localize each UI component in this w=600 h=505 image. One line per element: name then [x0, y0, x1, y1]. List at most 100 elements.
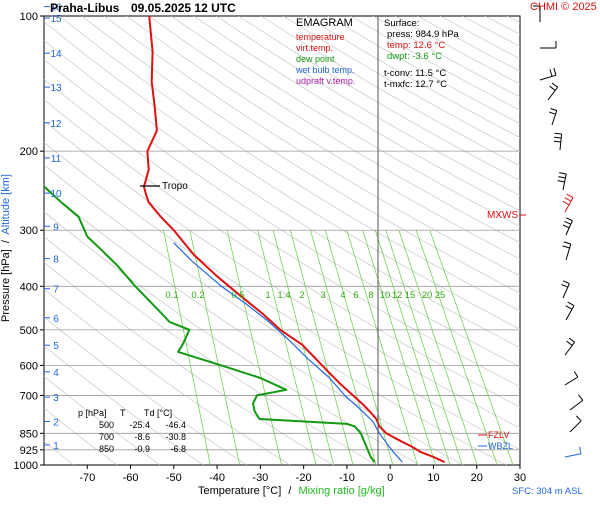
altitude-tick-label: 7: [53, 285, 59, 296]
wind-barb-feather: [549, 112, 555, 114]
wind-barb-feather: [550, 86, 556, 90]
mixing-ratio-label: 25: [435, 290, 446, 301]
mixing-ratio-label: 1: [265, 290, 270, 301]
mixing-ratio-label: 8: [368, 290, 373, 301]
altitude-tick-label: 15: [50, 14, 62, 25]
surface-temp: temp: 12.6 °C: [384, 40, 459, 51]
mixing-ratio-label: 0.5: [231, 290, 244, 301]
y-tick-label: 200: [20, 146, 38, 158]
altitude-tick-label: 5: [53, 341, 59, 352]
y-tick-label: 1000: [14, 460, 38, 472]
altitude-tick-label: 14: [50, 49, 62, 60]
dry-adiabat: [552, 16, 600, 465]
x-tick-label: -20: [296, 472, 312, 484]
altitude-tick-label: 10: [50, 189, 62, 200]
wind-barb-feather: [565, 198, 571, 202]
fzl-label: FZLV: [488, 430, 509, 440]
x-tick-label: 30: [514, 472, 526, 484]
altitude-tick-label: 11: [51, 154, 62, 165]
legend-temperature: temperature: [296, 32, 355, 43]
mixing-ratio-label: 0.2: [191, 290, 204, 301]
wind-barb: [570, 400, 583, 410]
mixing-ratio-label: 3: [320, 290, 325, 301]
altitude-tick-label: 8: [53, 255, 59, 266]
surface-tconv: t-conv: 11.5 °C: [384, 68, 459, 79]
altitude-tick-label: 4: [53, 368, 59, 379]
legend-updraft: udpraft v.temp.: [296, 76, 355, 87]
wind-barb-feather: [563, 246, 570, 248]
y-tick-label: 400: [20, 281, 38, 293]
wind-barb-feather: [580, 447, 581, 454]
wind-barb-feather: [567, 341, 573, 345]
wind-barb: [570, 421, 581, 432]
mixing-ratio-label: 4: [340, 290, 345, 301]
table-header: T: [120, 407, 144, 419]
legend-dew-point: dew point: [296, 54, 355, 65]
y-tick-label: 100: [20, 11, 38, 23]
legend-wet-bulb: wet bulb temp.: [296, 65, 355, 76]
dry-adiabat: [530, 16, 600, 465]
wind-barbs: [533, 6, 583, 457]
x-tick-label: -70: [79, 472, 95, 484]
surface-dwpt: dwpt: -3.6 °C: [384, 51, 459, 62]
wind-barb: [565, 377, 578, 385]
altitude-tick-label: 6: [53, 314, 59, 325]
surface-info: Surface: press: 984.9 hPa temp: 12.6 °C …: [384, 18, 459, 90]
wind-barb-feather: [563, 281, 569, 284]
surface-press: press: 984.9 hPa: [384, 29, 459, 40]
legend-virt-temp: virt.temp.: [296, 43, 355, 54]
wind-barb-feather: [552, 83, 558, 87]
x-tick-label: 20: [471, 472, 483, 484]
table-row: 700-8.6-30.8: [78, 431, 186, 443]
station-name: Praha-Libus: [50, 1, 119, 15]
sounding-datetime: 09.05.2025 12 UTC: [131, 1, 236, 15]
wind-barb: [540, 75, 556, 80]
table-row: 850-0.9-6.8: [78, 443, 186, 455]
surface-tmxfc: t-mxfc: 12.7 °C: [384, 79, 459, 90]
wind-barb-feather: [579, 395, 583, 401]
wind-barb: [566, 244, 571, 260]
altitude-tick-label: 9: [53, 222, 59, 233]
x-tick-label: -60: [123, 472, 139, 484]
mixing-ratio-label: 2: [299, 290, 304, 301]
table-header: p [hPa]: [78, 407, 120, 419]
mixing-ratio-label: 0.1: [165, 290, 178, 301]
wind-barb-feather: [558, 177, 565, 178]
wind-barb-feather: [566, 218, 572, 221]
wind-barb-feather: [550, 69, 552, 76]
wind-barb-feather: [558, 181, 565, 182]
x-tick-label: -30: [252, 472, 268, 484]
wind-barb-feather: [567, 194, 573, 198]
wind-barb-feather: [562, 284, 568, 287]
table-header: Td [°C]: [144, 407, 172, 419]
mixing-ratio-label: 10: [380, 290, 391, 301]
wind-barb-feather: [563, 201, 569, 205]
surface-title: Surface:: [384, 18, 459, 29]
x-tick-label: 10: [427, 472, 439, 484]
wind-barb-feather: [554, 68, 556, 75]
tropo-label: Tropo: [162, 181, 188, 192]
mixing-ratio-label: 15: [405, 290, 416, 301]
altitude-tick-label: 3: [53, 393, 59, 404]
legend-title: EMAGRAM: [296, 18, 355, 29]
y-axis-title: Pressure [hPa] / Altitude [km]: [0, 148, 12, 348]
wind-barb-feather: [566, 306, 572, 310]
wind-barb-feather: [559, 173, 566, 174]
wind-barb-feather: [555, 133, 562, 134]
wbzl-label: WBZL: [488, 441, 513, 451]
altitude-tick-label: 12: [50, 119, 62, 130]
credit: CHMI © 2025: [530, 1, 597, 13]
y-tick-label: 925: [20, 445, 38, 457]
mixing-ratio-label: 20: [422, 290, 433, 301]
y-tick-label: 700: [20, 390, 38, 402]
legend: EMAGRAM temperature virt.temp. dew point…: [296, 18, 355, 87]
wind-barb-feather: [568, 302, 574, 306]
wind-barb-feather: [569, 338, 575, 342]
wind-barb-feather: [551, 109, 557, 111]
x-tick-label: 0: [387, 472, 393, 484]
mixing-ratio-label: 12: [392, 290, 403, 301]
mxws-label: MXWS: [487, 210, 518, 221]
table-row: 500-25.4-46.4: [78, 419, 186, 431]
wind-barb-feather: [565, 221, 571, 224]
